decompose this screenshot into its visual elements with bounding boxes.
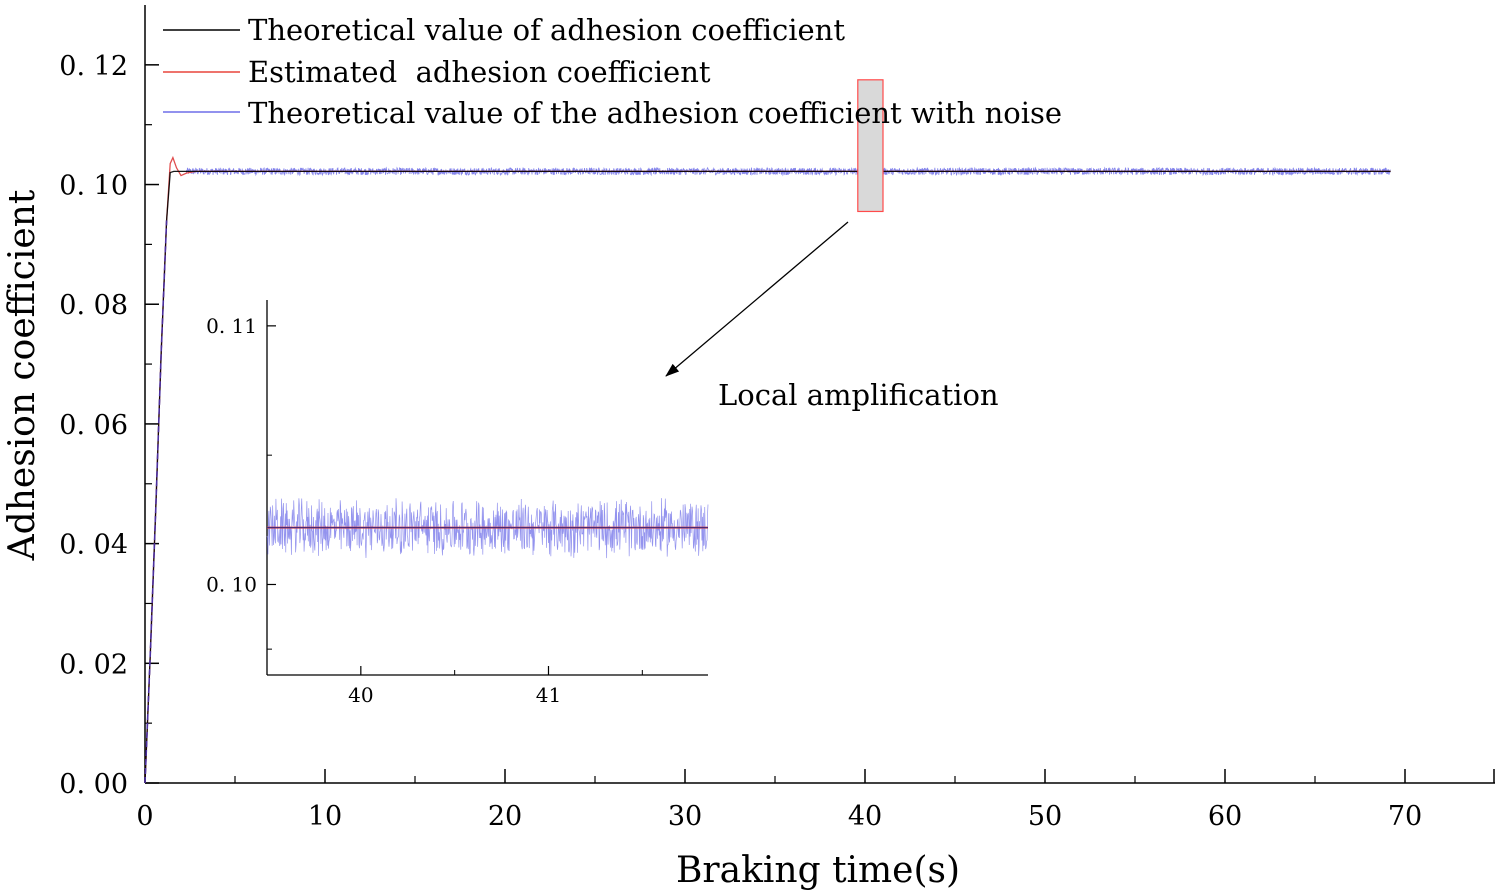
inset-y-tick-label: 0. 11 [206,314,257,338]
series-rise-overlay [144,220,168,784]
x-tick-label: 60 [1208,801,1242,832]
y-tick-label: 0. 02 [59,649,128,680]
inset-noise-line [266,498,709,559]
inset-axes: 40 41 0. 10 0. 11 [206,300,708,707]
annotation-local-amplification: Local amplification [718,378,999,412]
x-tick-label: 20 [488,801,522,832]
y-tick-label: 0. 10 [59,171,128,202]
series-theoretical-line [144,170,1391,784]
inset-x-tick-label: 40 [348,683,373,707]
y-tick-label: 0. 12 [59,51,128,82]
inset-y-tick-label: 0. 10 [206,572,257,596]
inset-x-tick-label: 41 [536,683,561,707]
legend-label-estimated: Estimated adhesion coefficient [248,55,711,89]
legend-label-theoretical: Theoretical value of adhesion coefficien… [248,13,845,47]
main-ticks: 0 10 20 30 40 50 60 70 0. 00 0. 02 0. 04 0. 06 0. 08… [59,51,1495,832]
legend: Theoretical value of adhesion coefficien… [163,13,1062,130]
zoom-region-box [857,79,884,213]
series-estimated-line [144,155,1391,784]
y-tick-label: 0. 08 [59,290,128,321]
legend-label-noise: Theoretical value of the adhesion coeffi… [248,96,1062,130]
x-axis-title: Braking time(s) [676,850,960,891]
zoom-arrow [665,221,849,377]
x-tick-label: 10 [308,801,342,832]
y-tick-label: 0. 06 [59,410,128,441]
y-tick-label: 0. 04 [59,530,128,561]
x-tick-label: 40 [848,801,882,832]
x-tick-label: 30 [668,801,702,832]
series-noise-line [144,156,1391,784]
main-series [144,155,1391,784]
x-tick-label: 50 [1028,801,1062,832]
inset-series [266,498,709,559]
y-tick-label: 0. 00 [59,769,128,800]
x-tick-label: 0 [136,801,153,832]
x-tick-label: 70 [1388,801,1422,832]
y-axis-title: Adhesion coefficient [2,189,43,561]
main-axes [144,5,1495,784]
